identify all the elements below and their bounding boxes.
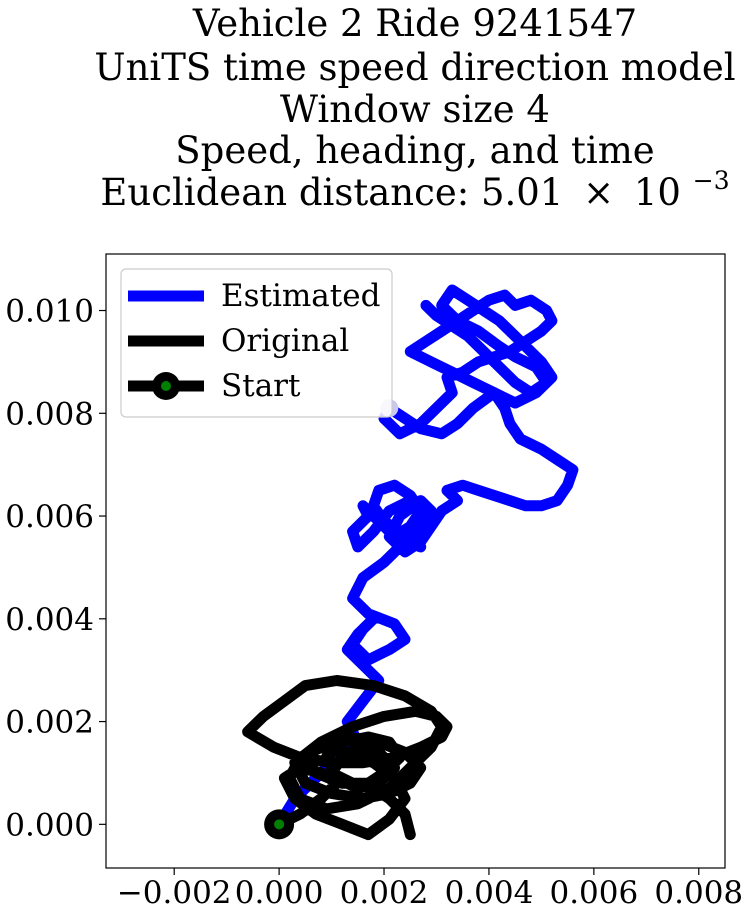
legend-original-label: Original [221, 323, 349, 359]
title-line-5: Euclidean distance: 5.01 × 10 −3 [100, 166, 729, 214]
plot-area [242, 284, 579, 841]
chart-title: Vehicle 2 Ride 9241547 UniTS time speed … [94, 2, 735, 214]
legend-start-marker-center [161, 381, 171, 391]
title-distance-times: × [583, 171, 614, 214]
legend-start-label: Start [221, 368, 301, 404]
x-tick-label: 0.000 [235, 875, 324, 911]
y-tick-label: 0.010 [5, 294, 94, 330]
y-axis: 0.000 0.002 0.004 0.006 0.008 0.010 [5, 294, 106, 843]
legend-box [120, 268, 393, 418]
legend-estimated-label: Estimated [221, 278, 380, 314]
title-line-4: Speed, heading, and time [175, 129, 654, 172]
x-tick-label: −0.002 [117, 875, 232, 911]
legend: Estimated Original Start [120, 268, 393, 418]
y-tick-label: 0.008 [5, 396, 94, 432]
y-tick-label: 0.004 [5, 602, 94, 638]
title-distance-prefix: Euclidean distance: 5.01 [100, 171, 563, 214]
title-line-3: Window size 4 [280, 88, 550, 131]
series-line-estimated [273, 284, 579, 830]
title-line-1: Vehicle 2 Ride 9241547 [192, 2, 637, 45]
y-tick-label: 0.006 [5, 499, 94, 535]
start-marker-center [274, 819, 285, 830]
axes-frame [105, 253, 726, 869]
series-line-original [242, 675, 453, 841]
title-distance-exponent: −3 [693, 166, 730, 195]
x-tick-label: 0.004 [445, 875, 534, 911]
y-tick-label: 0.002 [5, 705, 94, 741]
x-axis: −0.002 0.000 0.002 0.004 0.006 0.008 [117, 868, 743, 911]
title-line-2: UniTS time speed direction model [94, 46, 735, 89]
y-tick-label: 0.000 [5, 807, 94, 843]
x-tick-label: 0.008 [654, 875, 743, 911]
title-distance-base: 10 [634, 171, 681, 214]
x-tick-label: 0.006 [549, 875, 638, 911]
x-tick-label: 0.002 [340, 875, 429, 911]
